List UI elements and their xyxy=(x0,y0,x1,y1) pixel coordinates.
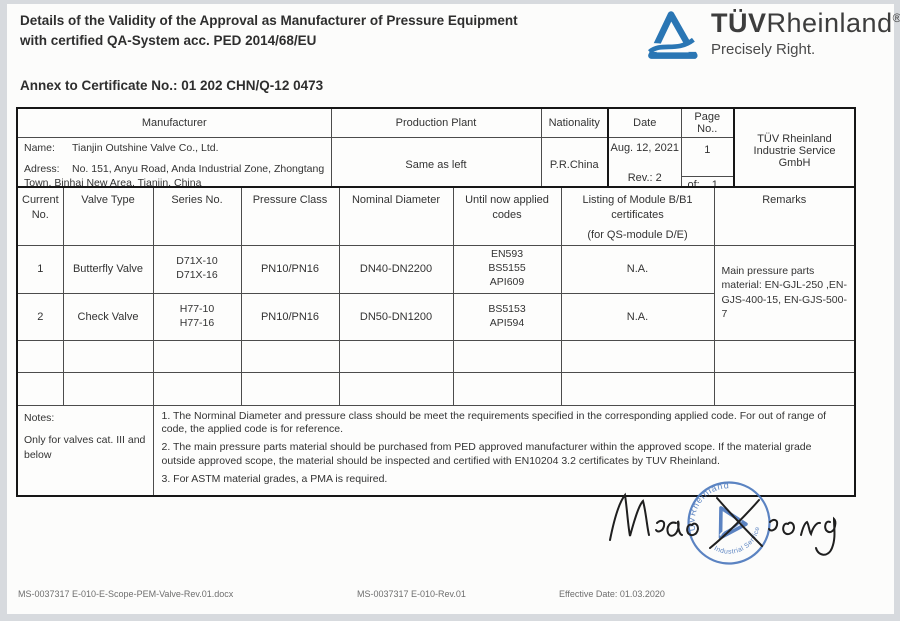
row1-series: D71X-10 D71X-16 xyxy=(152,244,242,294)
date-value: Aug. 12, 2021 xyxy=(610,142,679,154)
remarks-cell: Main pressure parts material: EN-GJL-250… xyxy=(713,244,856,341)
row1-module-listing: N.A. xyxy=(560,244,715,294)
annex-certificate-number: Annex to Certificate No.: 01 202 CHN/Q-1… xyxy=(20,78,324,93)
nationality-value: P.R.China xyxy=(540,136,609,195)
valve-row-2: 2 Check Valve H77-10 H77-16 PN10/PN16 DN… xyxy=(16,292,855,341)
nationality-header: Nationality xyxy=(540,107,609,138)
row2-series-line1: H77-10 xyxy=(179,302,215,315)
note-item-2: 2. The main pressure parts material shou… xyxy=(161,441,812,468)
footer-doc-reference: MS-0037317 E-010-Rev.01 xyxy=(357,589,466,599)
module-listing-header-line1: Listing of Module B/B1 certificates xyxy=(582,194,693,221)
notes-title: Notes: xyxy=(24,411,55,424)
row2-valve-type: Check Valve xyxy=(62,292,154,341)
date-cell: Aug. 12, 2021 Rev.: 2 xyxy=(607,136,682,195)
approval-scope-table: Current No. Valve Type Series No. Pressu… xyxy=(16,186,856,497)
production-plant-header: Production Plant xyxy=(330,107,542,138)
row1-code3: API609 xyxy=(489,275,525,288)
row2-code1: BS5153 xyxy=(488,302,526,315)
tuv-triangle-icon xyxy=(643,11,699,59)
address-label: Adress: xyxy=(24,163,60,176)
row2-nominal-diameter: DN50-DN1200 xyxy=(338,292,454,341)
manufacturer-info-table: Manufacturer Production Plant Nationalit… xyxy=(16,107,856,195)
note-item-1: 1. The Norminal Diameter and pressure cl… xyxy=(161,409,827,436)
name-label: Name: xyxy=(24,142,55,154)
document-title-line1: Details of the Validity of the Approval … xyxy=(20,13,518,28)
current-no-header: Current No. xyxy=(16,186,64,246)
pressure-class-header: Pressure Class xyxy=(240,186,340,246)
applied-codes-header: Until now applied codes xyxy=(452,186,562,246)
revision-value: Rev.: 2 xyxy=(627,172,662,184)
module-listing-header: Listing of Module B/B1 certificates (for… xyxy=(560,186,715,246)
signature-name: Miao Xiong xyxy=(602,472,603,473)
page-no-header: Page No.. xyxy=(680,107,735,138)
row2-pressure-class: PN10/PN16 xyxy=(240,292,340,341)
footer-effective-date: Effective Date: 01.03.2020 xyxy=(559,589,665,599)
tuv-rheinland-logo: TÜVRheinland® Precisely Right. xyxy=(643,8,900,63)
document-title: Details of the Validity of the Approval … xyxy=(20,11,640,52)
handwritten-signature-icon xyxy=(609,492,837,556)
manufacturer-name-row: Name: Tianjin Outshine Valve Co., Ltd. xyxy=(24,141,325,155)
logo-wordmark: TÜVRheinland® xyxy=(711,8,900,39)
row1-valve-type: Butterfly Valve xyxy=(62,244,154,294)
row1-nominal-diameter: DN40-DN2200 xyxy=(338,244,454,294)
logo-tagline: Precisely Right. xyxy=(711,40,816,58)
logo-text: TÜVRheinland® Precisely Right. xyxy=(711,8,900,58)
valve-row-1: 1 Butterfly Valve D71X-10 D71X-16 PN10/P… xyxy=(16,244,856,341)
row1-code2: BS5155 xyxy=(488,262,526,275)
row2-applied-codes: BS5153 API594 xyxy=(452,292,562,341)
row2-series: H77-10 H77-16 xyxy=(152,292,242,341)
registered-mark-icon: ® xyxy=(892,11,900,25)
row1-pressure-class: PN10/PN16 xyxy=(240,244,340,294)
valve-type-header: Valve Type xyxy=(62,186,154,246)
module-listing-subheader: (for QS-module D/E) xyxy=(587,228,688,241)
row1-current-no: 1 xyxy=(16,244,64,294)
row2-code2: API594 xyxy=(489,316,525,329)
notes-label-cell: Notes: Only for valves cat. III and belo… xyxy=(16,404,154,497)
row2-module-listing: N.A. xyxy=(560,292,715,341)
row1-code1: EN593 xyxy=(490,248,524,261)
notes-body-cell: 1. The Norminal Diameter and pressure cl… xyxy=(152,404,856,497)
date-header: Date xyxy=(607,107,682,138)
notes-subtitle: Only for valves cat. III and below xyxy=(24,434,146,461)
series-no-header: Series No. xyxy=(152,186,242,246)
row1-series-line1: D71X-10 xyxy=(176,255,218,268)
row2-series-line2: H77-16 xyxy=(179,316,215,329)
document-title-line2: with certified QA-System acc. PED 2014/6… xyxy=(20,33,317,49)
note-item-3: 3. For ASTM material grades, a PMA is re… xyxy=(161,472,388,485)
logo-rheinland: Rheinland xyxy=(766,8,893,38)
row1-series-line2: D71X-16 xyxy=(176,269,218,282)
of-value: 1 xyxy=(711,178,718,191)
page-number-value: 1 xyxy=(704,143,711,156)
nominal-diameter-header: Nominal Diameter xyxy=(338,186,454,246)
row2-current-no: 2 xyxy=(16,292,64,341)
empty-row-2 xyxy=(16,371,856,406)
logo-tuv: TÜV xyxy=(711,8,767,38)
remarks-header: Remarks xyxy=(713,186,856,246)
name-value: Tianjin Outshine Valve Co., Ltd. xyxy=(72,142,219,154)
notes-row: Notes: Only for valves cat. III and belo… xyxy=(16,404,856,497)
empty-row-1 xyxy=(16,339,856,373)
footer-doc-filename: MS-0037317 E-010-E-Scope-PEM-Valve-Rev.0… xyxy=(18,589,234,599)
signature-area: Miao Xiong TÜVRheinland Industrial Servi… xyxy=(602,472,852,592)
issuer-cell: TÜV Rheinland Industrie Service GmbH xyxy=(733,107,856,195)
manufacturer-header: Manufacturer xyxy=(16,107,332,138)
scanned-certificate-page: Details of the Validity of the Approval … xyxy=(7,4,900,614)
row1-applied-codes: EN593 BS5155 API609 xyxy=(452,244,562,294)
